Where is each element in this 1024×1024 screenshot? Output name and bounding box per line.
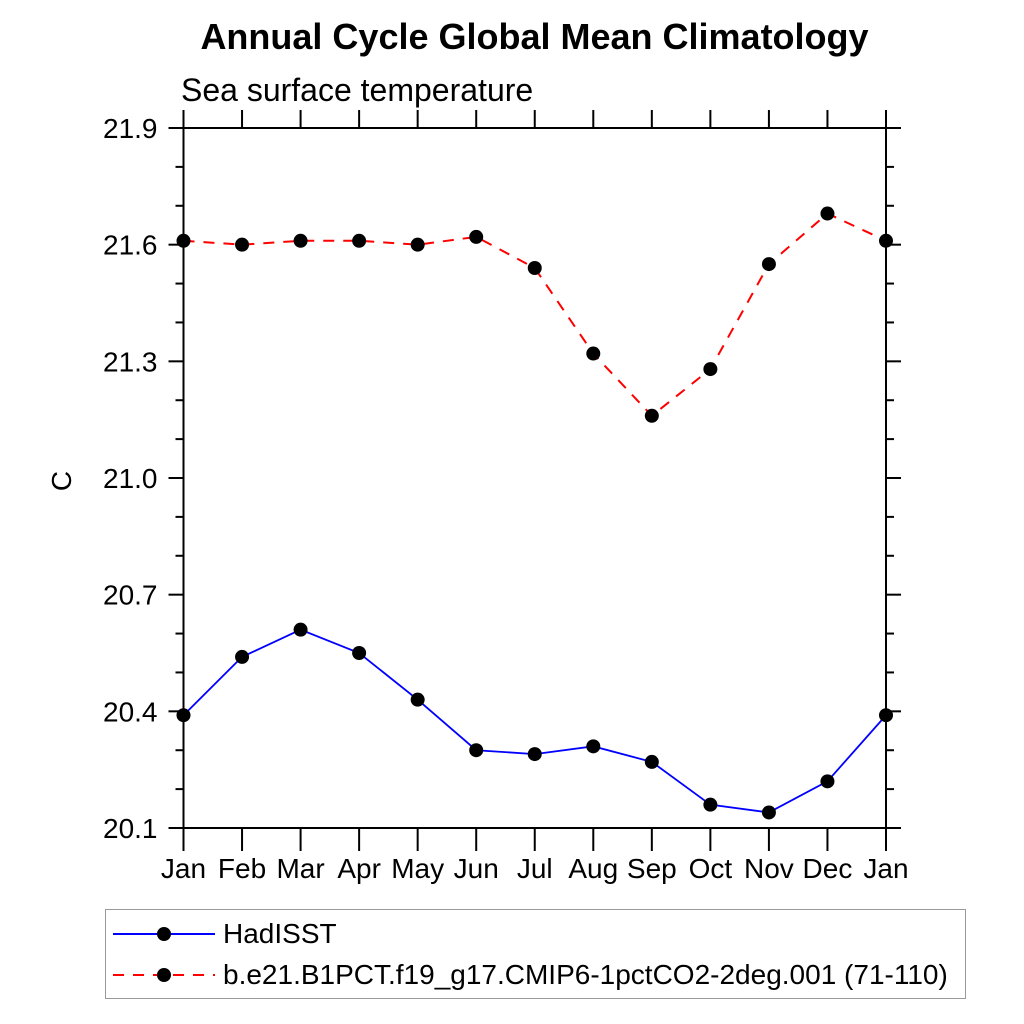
data-point-marker <box>293 233 308 248</box>
y-tick-label: 21.6 <box>103 230 158 261</box>
y-tick-label: 21.0 <box>103 463 158 494</box>
y-tick-label: 20.4 <box>103 696 158 727</box>
data-point-marker <box>644 754 659 769</box>
x-tick-label: Oct <box>689 853 733 884</box>
data-point-marker <box>879 708 893 723</box>
data-point-marker <box>586 739 601 754</box>
data-point-marker <box>410 692 425 707</box>
data-point-marker <box>527 261 542 275</box>
x-tick-label: May <box>391 853 444 884</box>
x-tick-label: Apr <box>337 853 381 884</box>
x-tick-label: Sep <box>627 853 677 884</box>
legend-label-model: b.e21.B1PCT.f19_g17.CMIP6-1pctCO2-2deg.0… <box>223 958 948 990</box>
data-point-marker <box>703 797 718 812</box>
plot-frame <box>182 127 887 829</box>
y-tick-label: 21.3 <box>103 346 158 377</box>
legend-line-sample-dashed-icon <box>113 967 215 982</box>
data-point-marker <box>703 362 718 377</box>
x-tick-label: Jan <box>863 853 908 884</box>
data-point-marker <box>879 233 893 248</box>
chart-title: Annual Cycle Global Mean Climatology <box>200 16 869 57</box>
legend-item-hadisst: HadISST <box>109 916 965 952</box>
legend-line-sample-solid-icon <box>113 926 215 941</box>
legend-label-hadisst: HadISST <box>223 917 337 949</box>
data-point-marker <box>352 646 367 660</box>
x-tick-label: Jun <box>454 853 499 884</box>
x-tick-label: Aug <box>568 853 618 884</box>
data-point-marker <box>176 708 191 723</box>
y-tick-label: 20.1 <box>103 813 158 844</box>
data-point-marker <box>469 743 484 758</box>
y-tick-label: 20.7 <box>103 580 158 611</box>
data-point-marker <box>527 747 542 762</box>
y-tick-label: 21.9 <box>103 113 158 144</box>
data-point-marker <box>761 257 776 272</box>
data-point-marker <box>586 346 601 361</box>
data-point-marker <box>176 233 191 248</box>
x-tick-label: Nov <box>744 853 794 884</box>
data-point-marker <box>761 805 776 820</box>
data-point-marker <box>820 206 835 221</box>
data-point-marker <box>469 229 484 244</box>
x-tick-label: Jan <box>161 853 206 884</box>
x-tick-label: Dec <box>803 853 853 884</box>
data-point-marker <box>235 649 250 664</box>
data-point-marker <box>293 622 308 637</box>
chart-subtitle: Sea surface temperature <box>181 72 534 108</box>
x-tick-label: Feb <box>218 853 266 884</box>
x-tick-label: Jul <box>517 853 553 884</box>
x-tick-label: Mar <box>276 853 324 884</box>
data-point-marker <box>410 237 425 252</box>
data-point-marker <box>352 233 367 248</box>
data-point-marker <box>820 774 835 789</box>
data-point-marker <box>644 408 659 423</box>
series-line-model <box>183 212 887 418</box>
legend-item-model: b.e21.B1PCT.f19_g17.CMIP6-1pctCO2-2deg.0… <box>109 957 965 993</box>
series-line-hadisst <box>182 628 887 814</box>
data-point-marker <box>235 237 250 252</box>
legend-box: HadISST b.e21.B1PCT.f19_g17.CMIP6-1pctCO… <box>105 909 966 999</box>
